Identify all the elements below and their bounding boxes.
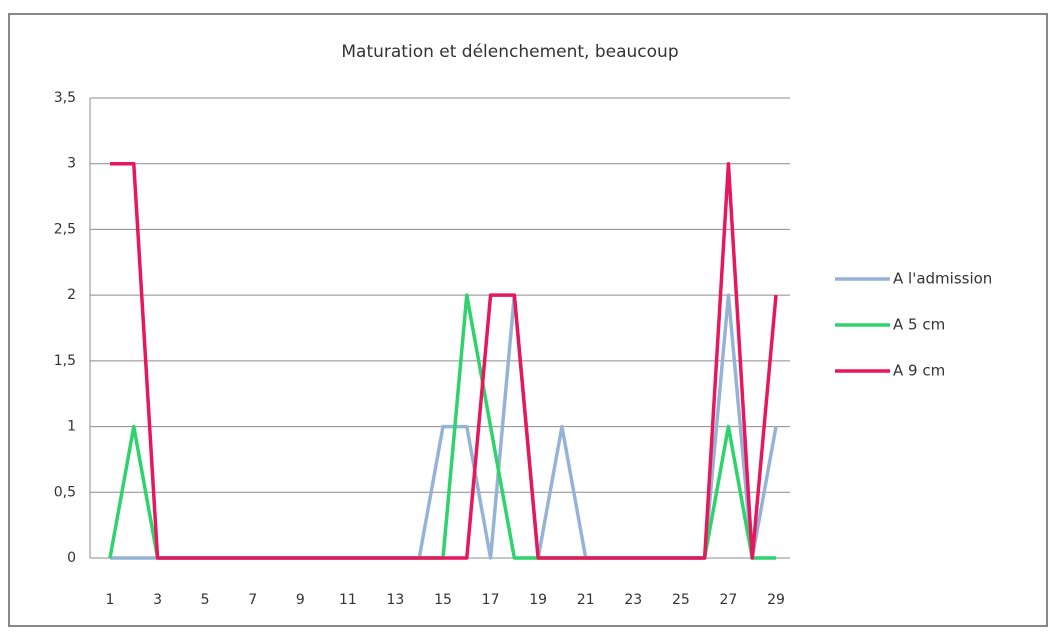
y-tick-label: 1: [67, 419, 76, 435]
x-tick-label: 29: [767, 592, 785, 608]
x-tick-label: 7: [248, 592, 257, 608]
x-tick-label: 5: [201, 592, 210, 608]
x-tick-label: 15: [434, 592, 452, 608]
y-tick-label: 0,5: [54, 484, 76, 500]
x-tick-label: 23: [624, 592, 642, 608]
chart-title: Maturation et délenchement, beaucoup: [341, 42, 678, 62]
x-tick-label: 1: [106, 592, 115, 608]
x-tick-label: 13: [387, 592, 405, 608]
y-tick-label: 3: [67, 156, 76, 172]
legend-label: A 5 cm: [893, 316, 945, 334]
legend-label: A 9 cm: [893, 362, 945, 380]
y-tick-label: 2,5: [54, 221, 76, 237]
x-tick-label: 3: [153, 592, 162, 608]
x-tick-label: 27: [720, 592, 738, 608]
y-tick-label: 0: [67, 550, 76, 566]
legend-label: A l'admission: [893, 270, 992, 288]
y-tick-label: 3,5: [54, 90, 76, 106]
x-tick-label: 17: [482, 592, 500, 608]
x-tick-label: 11: [339, 592, 357, 608]
y-tick-label: 1,5: [54, 353, 76, 369]
series-line: [110, 161, 778, 560]
x-tick-label: 25: [672, 592, 690, 608]
x-tick-label: 9: [296, 592, 305, 608]
chart-frame: [8, 13, 1048, 627]
x-tick-label: 21: [577, 592, 595, 608]
y-tick-label: 2: [67, 287, 76, 303]
x-tick-label: 19: [529, 592, 547, 608]
